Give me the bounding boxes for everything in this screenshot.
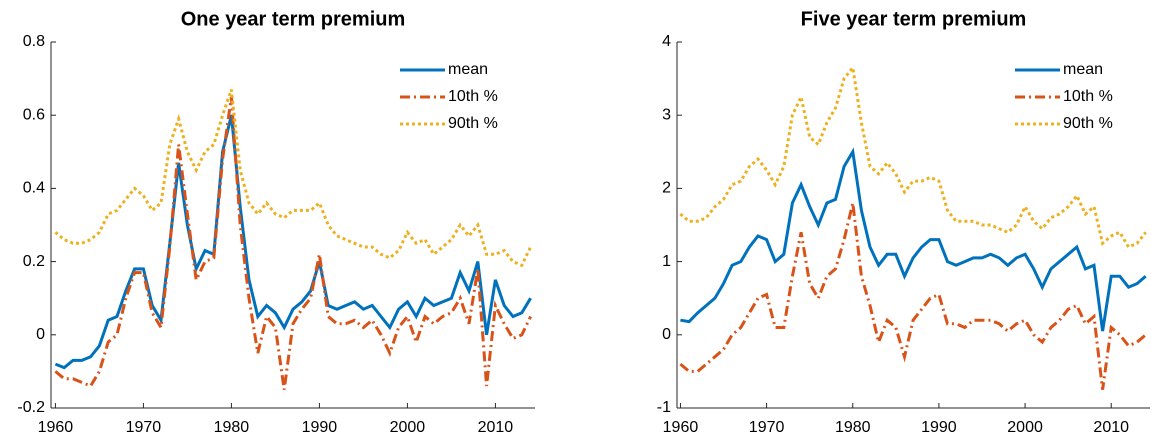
y-tick-label: -0.2 <box>17 399 45 416</box>
y-tick-label: 0.8 <box>23 33 45 50</box>
y-tick-label: 0.6 <box>23 106 45 123</box>
x-tick-label: 1960 <box>38 419 74 436</box>
legend-label: mean <box>448 61 488 78</box>
series-line <box>679 202 1147 390</box>
x-tick-label: 2000 <box>1007 419 1043 436</box>
chart-title: One year term premium <box>181 8 406 30</box>
y-tick-label: 4 <box>662 33 671 50</box>
legend-label: 10th % <box>1063 88 1113 105</box>
series-line <box>54 89 532 268</box>
x-tick-label: 2010 <box>1093 419 1129 436</box>
x-tick-label: 1980 <box>214 419 250 436</box>
x-tick-label: 1990 <box>302 419 338 436</box>
legend-label: 10th % <box>448 88 498 105</box>
y-tick-label: 1 <box>662 253 671 270</box>
x-tick-label: 1970 <box>126 419 162 436</box>
x-tick-label: 1980 <box>835 419 871 436</box>
x-tick-label: 2010 <box>478 419 514 436</box>
legend-label: 90th % <box>448 115 498 132</box>
legend-label: mean <box>1063 61 1103 78</box>
x-tick-label: 1970 <box>749 419 785 436</box>
x-tick-label: 1990 <box>921 419 957 436</box>
y-tick-label: 0.2 <box>23 253 45 270</box>
y-tick-label: 3 <box>662 106 671 123</box>
series-line <box>679 63 1147 249</box>
y-tick-label: 0 <box>662 326 671 343</box>
legend-label: 90th % <box>1063 115 1113 132</box>
series-line <box>54 96 532 390</box>
chart-title: Five year term premium <box>801 8 1027 30</box>
series-line <box>54 114 532 370</box>
x-tick-label: 2000 <box>390 419 426 436</box>
y-tick-label: 2 <box>662 180 671 197</box>
y-tick-label: 0.4 <box>23 180 45 197</box>
x-tick-label: 1960 <box>663 419 699 436</box>
y-tick-label: -1 <box>657 399 671 416</box>
series-line <box>680 147 1147 332</box>
y-tick-label: 0 <box>36 326 45 343</box>
